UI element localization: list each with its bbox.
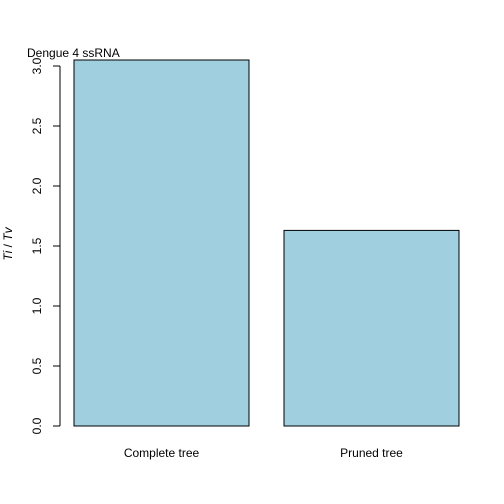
y-axis-label: Ti / Tv (1, 226, 15, 260)
x-tick-label: Pruned tree (340, 446, 403, 460)
y-tick-label: 0.0 (30, 417, 44, 434)
bar-complete-tree (73, 59, 250, 427)
bars (73, 59, 460, 427)
y-tick-label: 3.0 (30, 57, 44, 74)
y-axis: 0.0 0.5 1.0 1.5 2.0 2.5 3.0 (30, 57, 61, 434)
y-tick-label: 1.0 (30, 297, 44, 314)
chart-title: Dengue 4 ssRNA (27, 46, 120, 60)
y-tick-label: 2.5 (30, 117, 44, 134)
x-tick-label: Complete tree (124, 446, 200, 460)
y-tick-label: 0.5 (30, 357, 44, 374)
y-label-ti: Ti (1, 250, 15, 260)
bar-pruned-tree (283, 229, 460, 427)
y-label-slash: / (1, 241, 15, 251)
y-label-tv: Tv (1, 226, 15, 240)
y-tick-label: 1.5 (30, 237, 44, 254)
x-tick-labels: Complete tree Pruned tree (124, 446, 403, 460)
y-tick-label: 2.0 (30, 177, 44, 194)
